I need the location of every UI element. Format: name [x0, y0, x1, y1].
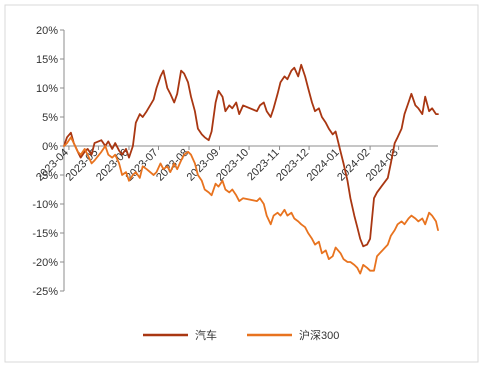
y-tick-label: -20%	[32, 257, 58, 269]
legend: 汽车 沪深300	[143, 328, 339, 342]
series-layer	[63, 63, 439, 275]
legend-label: 汽车	[195, 328, 217, 342]
y-tick-label: -25%	[32, 286, 58, 298]
y-tick-label: -10%	[32, 199, 58, 211]
y-tick-label: -15%	[32, 228, 58, 240]
series-line-1	[63, 63, 439, 248]
chart-border	[4, 4, 479, 363]
y-tick-label: 15%	[36, 54, 58, 66]
legend-label: 沪深300	[299, 328, 339, 342]
y-tick-label: 0%	[42, 141, 58, 153]
y-axis: 20% 15% 10% 5% 0% -5% -10% -15% -20% -25%	[32, 25, 65, 298]
series-line-2	[63, 136, 439, 275]
y-tick-label: 20%	[36, 25, 58, 37]
y-tick-label: 10%	[36, 83, 58, 95]
y-tick-label: -5%	[38, 170, 58, 182]
y-tick-label: 5%	[42, 112, 58, 124]
